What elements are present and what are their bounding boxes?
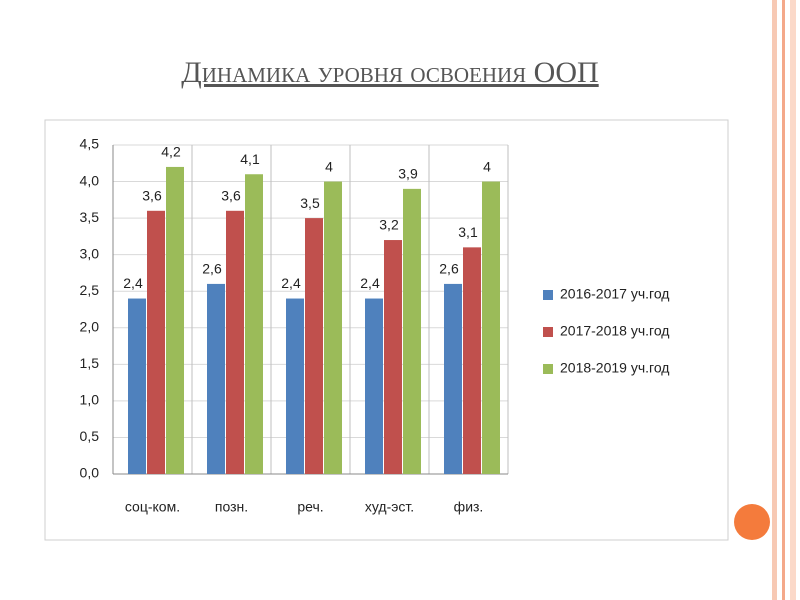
x-tick-label: позн. — [215, 499, 248, 515]
legend-label: 2018-2019 уч.год — [560, 360, 669, 376]
bar — [286, 298, 304, 474]
decor-stripe — [790, 0, 796, 600]
legend-label: 2017-2018 уч.год — [560, 323, 669, 339]
bar — [444, 283, 462, 474]
decor-circle — [734, 504, 770, 540]
bar — [463, 247, 481, 474]
data-label: 2,4 — [123, 275, 143, 291]
bar — [305, 218, 323, 474]
data-label: 2,6 — [202, 261, 222, 277]
legend-swatch — [543, 364, 553, 374]
decor-stripe — [772, 0, 777, 600]
data-label: 2,4 — [281, 275, 301, 291]
data-label: 2,4 — [360, 275, 380, 291]
y-tick-label: 4,5 — [80, 136, 100, 152]
data-label: 2,6 — [439, 261, 459, 277]
data-label: 3,5 — [300, 195, 320, 211]
x-tick-label: соц-ком. — [125, 499, 180, 515]
bar — [226, 210, 244, 475]
x-tick-label: физ. — [454, 499, 484, 515]
legend-swatch — [543, 290, 553, 300]
bar — [207, 283, 225, 474]
data-label: 3,6 — [221, 188, 241, 204]
data-label: 4 — [483, 158, 491, 174]
x-tick-label: худ-эст. — [365, 499, 414, 515]
bar — [403, 188, 421, 474]
y-tick-label: 1,0 — [80, 392, 100, 408]
bar — [166, 166, 184, 474]
bar — [482, 181, 500, 475]
y-tick-label: 2,5 — [80, 282, 100, 298]
bar — [384, 240, 402, 474]
bar — [245, 174, 263, 474]
data-label: 4,1 — [240, 151, 260, 167]
data-label: 3,9 — [398, 166, 418, 182]
bar — [365, 298, 383, 474]
bar — [147, 210, 165, 475]
y-tick-label: 3,5 — [80, 209, 100, 225]
y-tick-label: 2,0 — [80, 318, 100, 334]
chart-title: Динамика уровня освоения ООП — [181, 56, 599, 89]
data-label: 3,6 — [142, 188, 162, 204]
y-tick-label: 0,0 — [80, 465, 100, 481]
data-label: 3,2 — [379, 217, 399, 233]
y-tick-label: 3,0 — [80, 245, 100, 261]
bar — [324, 181, 342, 475]
x-tick-label: реч. — [297, 499, 323, 515]
legend-swatch — [543, 327, 553, 337]
bar — [128, 298, 146, 474]
y-tick-label: 1,5 — [80, 355, 100, 371]
decor-stripe — [782, 0, 785, 600]
data-label: 3,1 — [458, 224, 478, 240]
data-label: 4,2 — [161, 144, 181, 160]
legend-label: 2016-2017 уч.год — [560, 286, 669, 302]
data-label: 4 — [325, 158, 333, 174]
y-tick-label: 4,0 — [80, 172, 100, 188]
y-tick-label: 0,5 — [80, 428, 100, 444]
